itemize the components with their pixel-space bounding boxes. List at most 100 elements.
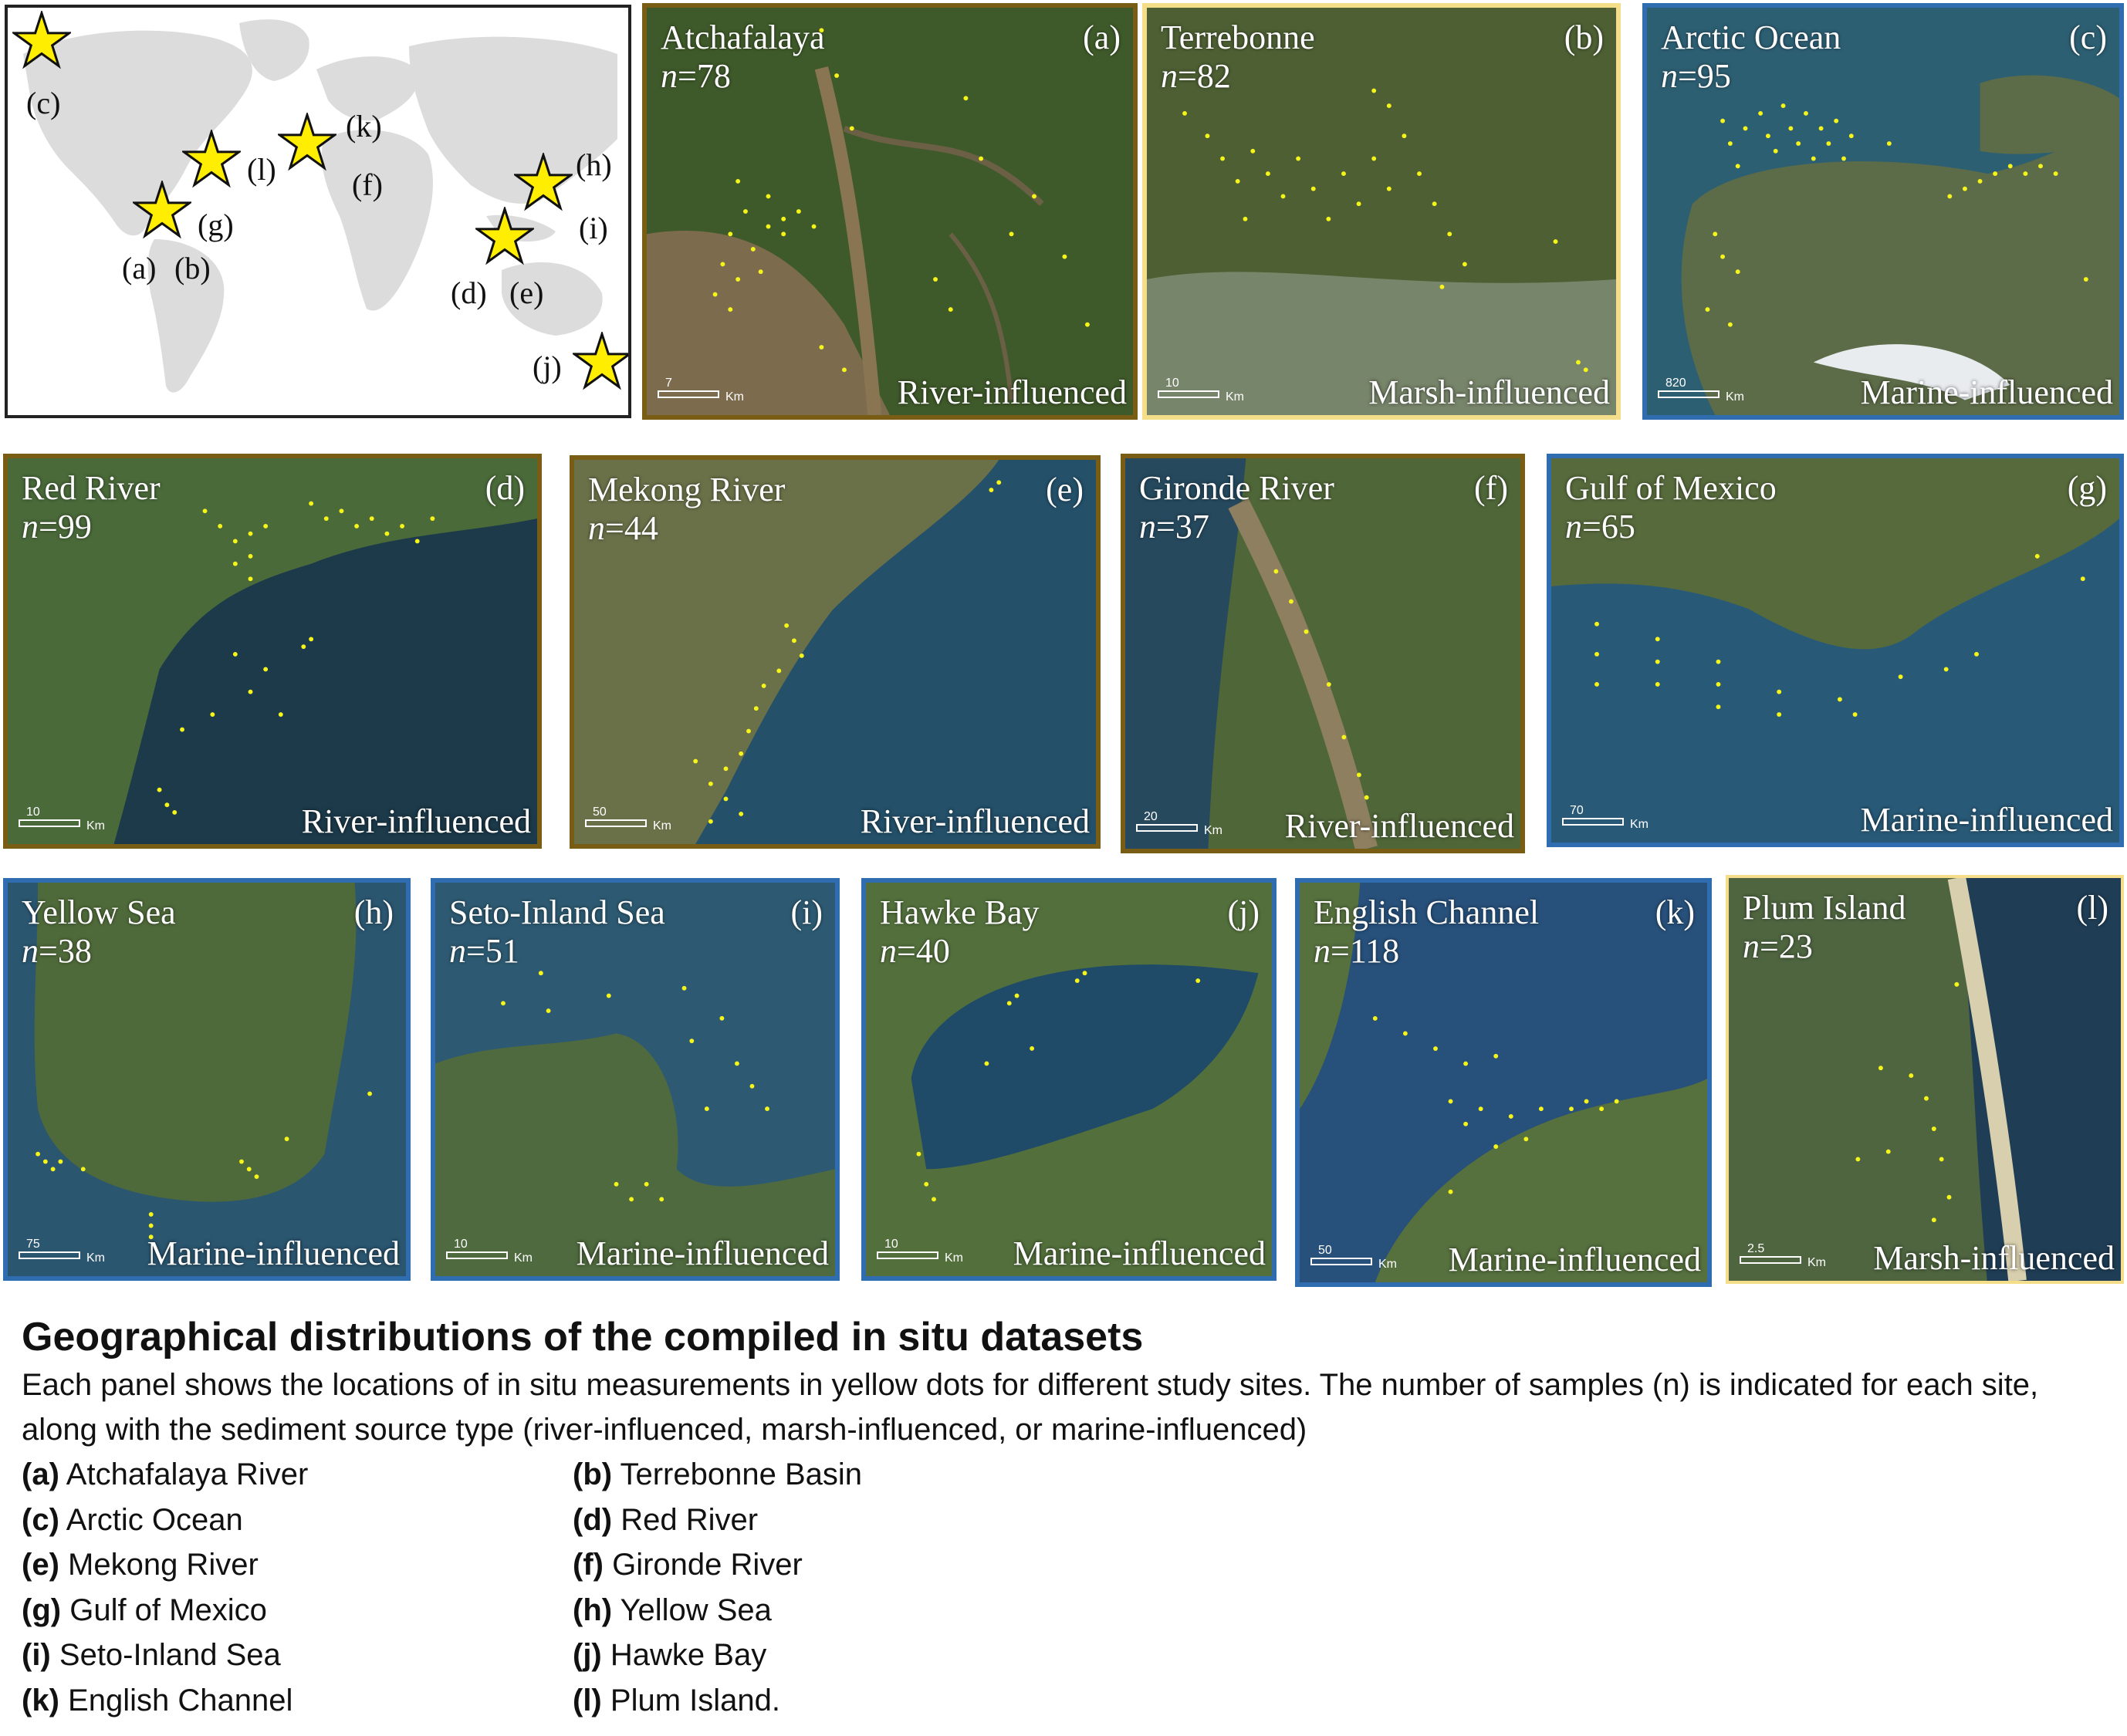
panel-title: Gironde River [1139, 469, 1334, 507]
sediment-source-type: River-influenced [860, 802, 1090, 840]
sediment-source-type: Marine-influenced [1860, 373, 2113, 411]
sediment-source-type: Marine-influenced [147, 1234, 400, 1272]
legend-item: (f) Gironde River [573, 1548, 803, 1582]
panel-gulf-of-mexico: Gulf of Mexico n=65 (g) Marine-influence… [1547, 454, 2124, 847]
sediment-source-type: Marine-influenced [1448, 1241, 1701, 1278]
sample-count: n=95 [1661, 57, 1731, 95]
star-icon [133, 181, 191, 239]
panel-letter: (f) [1474, 469, 1508, 507]
legend-item: (d) Red River [573, 1502, 759, 1537]
star-icon [573, 332, 628, 390]
star-icon [278, 113, 336, 171]
sample-count: n=37 [1139, 508, 1209, 545]
star-icon [475, 207, 534, 265]
sediment-source-type: Marine-influenced [1860, 801, 2113, 839]
map-label-b: (b) [174, 251, 211, 285]
scale-bar: 10 Km [1158, 377, 1250, 404]
legend-item: (j) Hawke Bay [573, 1638, 767, 1672]
panel-letter: (g) [2067, 469, 2107, 507]
panel-red-river: Red River n=99 (d) River-influenced 10 Km [3, 454, 542, 849]
panel-letter: (l) [2076, 889, 2108, 927]
scale-bar: 50 Km [1310, 1244, 1403, 1272]
sediment-source-type: River-influenced [1284, 807, 1514, 845]
map-label-f: (f) [352, 167, 383, 202]
panel-title: Hawke Bay [880, 893, 1040, 931]
panel-letter: (j) [1227, 893, 1260, 931]
panel-letter: (c) [2069, 19, 2107, 56]
map-label-a: (a) [122, 251, 157, 285]
sample-count: n=40 [880, 932, 950, 970]
panel-title: Atchafalaya [661, 19, 825, 56]
caption-body: Each panel shows the locations of in sit… [22, 1368, 2039, 1447]
scale-bar: 75 Km [19, 1238, 111, 1265]
sample-count: n=51 [449, 932, 519, 970]
panel-plum-island: Plum Island n=23 (l) Marsh-influenced 2.… [1726, 875, 2124, 1284]
star-icon [12, 11, 71, 69]
map-label-i: (i) [579, 211, 608, 245]
panel-letter: (i) [790, 893, 823, 931]
legend-item: (g) Gulf of Mexico [22, 1592, 267, 1627]
legend-item: (h) Yellow Sea [573, 1592, 772, 1627]
panel-yellow-sea: Yellow Sea n=38 (h) Marine-influenced 75… [3, 878, 411, 1281]
star-icon [182, 130, 241, 188]
panel-seto-inland-sea: Seto-Inland Sea n=51 (i) Marine-influenc… [431, 878, 840, 1281]
legend-item: (i) Seto-Inland Sea [22, 1638, 281, 1672]
sample-count: n=99 [22, 508, 92, 545]
map-label-d: (d) [451, 275, 487, 310]
scale-bar: 7 Km [658, 377, 750, 404]
panel-title: Mekong River [588, 471, 786, 508]
sediment-source-type: Marine-influenced [1013, 1234, 1266, 1272]
panel-letter: (e) [1046, 471, 1084, 508]
scale-bar: 10 Km [19, 806, 111, 833]
scale-bar: 10 Km [877, 1238, 969, 1265]
scale-bar: 2.5 Km [1740, 1242, 1832, 1270]
site-legend: (a) Atchafalaya River (b) Terrebonne Bas… [22, 1452, 2105, 1723]
panel-title: Plum Island [1743, 889, 1906, 927]
map-label-c: (c) [26, 86, 61, 120]
panel-english-channel: English Channel n=118 (k) Marine-influen… [1295, 878, 1712, 1287]
map-label-k: (k) [346, 109, 382, 144]
legend-item: (l) Plum Island. [573, 1683, 780, 1717]
panel-letter: (a) [1083, 19, 1121, 56]
panel-title: Seto-Inland Sea [449, 893, 665, 931]
sample-count: n=78 [661, 57, 731, 95]
sediment-source-type: River-influenced [897, 373, 1127, 411]
panel-letter: (h) [353, 893, 394, 931]
panel-title: Yellow Sea [22, 893, 176, 931]
map-label-j: (j) [533, 350, 562, 384]
sediment-source-type: Marine-influenced [576, 1234, 829, 1272]
sample-count: n=65 [1565, 508, 1635, 545]
map-label-h: (h) [576, 147, 612, 182]
figure-caption: Geographical distributions of the compil… [22, 1312, 2105, 1723]
map-label-l: (l) [247, 152, 276, 187]
panel-title: Red River [22, 469, 161, 507]
panel-title: Terrebonne [1161, 19, 1315, 56]
panel-letter: (d) [485, 469, 525, 507]
panel-mekong-river: Mekong River n=44 (e) River-influenced 5… [570, 455, 1101, 849]
panel-gironde-river: Gironde River n=37 (f) River-influenced … [1121, 454, 1525, 853]
panel-letter: (k) [1655, 893, 1695, 931]
sediment-source-type: Marsh-influenced [1873, 1239, 2115, 1277]
sediment-source-type: Marsh-influenced [1368, 373, 1610, 411]
sediment-source-type: River-influenced [301, 802, 531, 840]
legend-item: (b) Terrebonne Basin [573, 1457, 863, 1491]
scale-bar: 10 Km [446, 1238, 539, 1265]
scale-bar: 50 Km [585, 806, 678, 833]
panel-letter: (b) [1564, 19, 1604, 56]
panel-title: English Channel [1314, 893, 1540, 931]
legend-item: (a) Atchafalaya River [22, 1457, 309, 1491]
scale-bar: 820 Km [1658, 377, 1750, 404]
scale-bar: 20 Km [1136, 810, 1229, 838]
sample-count: n=44 [588, 509, 658, 547]
world-overview-map: (c) (k) (l) (f) (g) (a) (b) (h) (i) (d) … [5, 5, 631, 418]
panel-title: Gulf of Mexico [1565, 469, 1777, 507]
legend-item: (e) Mekong River [22, 1548, 259, 1582]
caption-title: Geographical distributions of the compil… [22, 1315, 1144, 1359]
scale-bar: 70 Km [1562, 804, 1655, 832]
star-icon [514, 153, 573, 211]
panel-terrebonne: Terrebonne n=82 (b) Marsh-influenced 10 K… [1142, 3, 1621, 420]
panel-arctic-ocean: Arctic Ocean n=95 (c) Marine-influenced … [1642, 3, 2124, 420]
map-label-e: (e) [509, 275, 544, 310]
sample-count: n=23 [1743, 927, 1813, 965]
